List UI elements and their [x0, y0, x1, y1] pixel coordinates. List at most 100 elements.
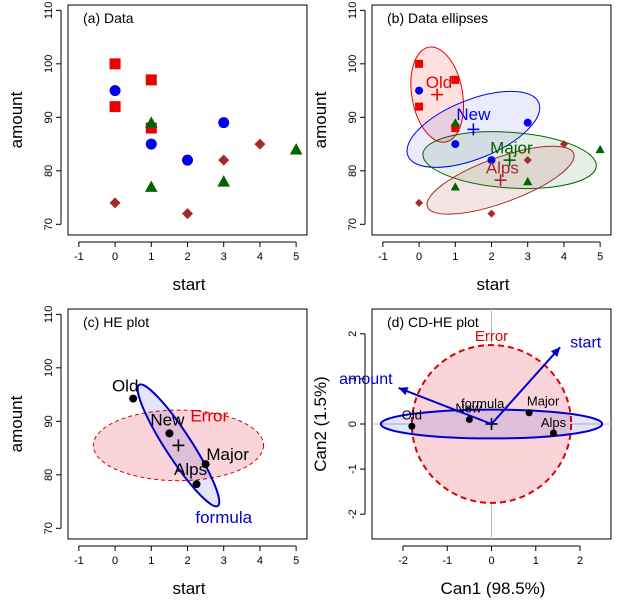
- series-old: [109, 58, 157, 134]
- point-marker: [109, 101, 121, 113]
- y-axis-title: amount: [7, 395, 26, 452]
- group-label-major: Major: [490, 139, 533, 158]
- y-tick-label: 80: [347, 165, 359, 177]
- x-tick-label: -1: [74, 555, 84, 567]
- x-axis-title: start: [172, 579, 205, 598]
- point-marker: [254, 138, 266, 150]
- x-tick-label: 2: [184, 251, 190, 263]
- point-marker: [415, 86, 424, 95]
- mean-point: [201, 460, 210, 469]
- point-marker: [415, 102, 424, 111]
- x-axis-title: start: [172, 275, 205, 294]
- x-tick-label: 3: [525, 251, 531, 263]
- x-tick-label: -1: [378, 251, 388, 263]
- y-tick-label: -1: [347, 464, 359, 474]
- x-tick-label: 1: [148, 251, 154, 263]
- y-tick-label: 1: [347, 376, 359, 382]
- score-label-major: Major: [527, 394, 560, 409]
- x-tick-label: 2: [184, 555, 190, 567]
- series-major: [144, 116, 303, 192]
- point-marker: [559, 140, 568, 149]
- x-tick-label: 2: [577, 555, 583, 567]
- point-marker: [218, 154, 230, 166]
- error-label: Error: [475, 328, 508, 345]
- plot-box: [371, 4, 612, 236]
- y-tick-label: 100: [347, 55, 359, 73]
- group-label-alps: Alps: [486, 158, 519, 177]
- panel-title: (c) HE plot: [83, 314, 149, 330]
- vector-label-start: start: [570, 334, 602, 351]
- series-alps: [415, 140, 568, 218]
- mean-label-new: New: [150, 410, 185, 429]
- vector-start-head: [550, 347, 561, 357]
- point-marker: [451, 140, 460, 149]
- x-tick-label: 4: [257, 555, 263, 567]
- point-marker: [145, 122, 157, 134]
- y-tick-label: 80: [43, 165, 55, 177]
- point-marker: [450, 118, 460, 127]
- y-tick-label: 2: [347, 331, 359, 337]
- point-marker: [217, 175, 231, 187]
- point-marker: [415, 198, 424, 207]
- y-tick-label: 0: [347, 421, 359, 427]
- point-marker: [109, 58, 121, 70]
- panel-b: -1 0 1 2 3 4 5 70 80 90 100 110 start amount (b) Data …: [311, 2, 612, 294]
- y-tick-label: 100: [43, 55, 55, 73]
- point-marker: [451, 124, 460, 133]
- group-label-new: New: [456, 105, 491, 124]
- series-alps: [109, 138, 266, 220]
- point-marker: [109, 85, 121, 97]
- vector-amount-head: [398, 387, 409, 396]
- mean-label-alps: Alps: [174, 460, 207, 479]
- mean-point: [165, 429, 174, 438]
- group-label-old: Old: [426, 73, 452, 92]
- x-tick-label: -1: [74, 251, 84, 263]
- x-tick-label: 1: [533, 555, 539, 567]
- vector-start: [490, 346, 561, 425]
- y-tick-label: 110: [347, 2, 359, 20]
- x-tick-label: -1: [442, 555, 452, 567]
- y-tick-label: 90: [43, 415, 55, 427]
- x-tick-label: 3: [221, 251, 227, 263]
- point-marker: [145, 74, 157, 86]
- x-tick-label: 2: [488, 251, 494, 263]
- y-axis-title: amount: [7, 91, 26, 148]
- x-tick-label: 1: [452, 251, 458, 263]
- x-tick-label: 5: [293, 251, 299, 263]
- vector-amount: [398, 386, 492, 425]
- score-point: [465, 415, 473, 423]
- y-tick-label: 70: [43, 218, 55, 230]
- x-axis-title: start: [476, 275, 509, 294]
- point-marker: [487, 209, 496, 218]
- score-label-old: Old: [402, 407, 422, 422]
- error-label: Error: [190, 406, 228, 425]
- formula-label: formula: [195, 508, 252, 527]
- plot-box: [67, 4, 308, 236]
- series-major: [450, 118, 605, 191]
- plot-box: [67, 308, 308, 540]
- vector-label-amount: amount: [339, 371, 393, 388]
- point-marker: [289, 143, 303, 155]
- y-tick-label: 70: [43, 522, 55, 534]
- x-tick-label: 4: [257, 251, 263, 263]
- point-marker: [523, 176, 533, 186]
- panel-title: (a) Data: [83, 10, 134, 26]
- y-tick-label: 90: [43, 111, 55, 123]
- panel-title: (d) CD-HE plot: [387, 314, 479, 330]
- score-point: [525, 409, 533, 417]
- point-marker: [451, 75, 460, 84]
- y-tick-label: 80: [43, 469, 55, 481]
- x-tick-label: 0: [112, 555, 118, 567]
- point-marker: [415, 59, 424, 68]
- y-axis-title: amount: [311, 91, 330, 148]
- y-axis-title: Can2 (1.5%): [311, 376, 330, 471]
- mean-label-major: Major: [206, 445, 249, 464]
- mean-label-old: Old: [112, 377, 138, 396]
- x-tick-label: 0: [416, 251, 422, 263]
- mean-point: [129, 394, 138, 403]
- point-marker: [523, 156, 532, 165]
- point-marker: [145, 138, 157, 150]
- y-tick-label: 110: [43, 2, 55, 20]
- score-point: [408, 422, 416, 430]
